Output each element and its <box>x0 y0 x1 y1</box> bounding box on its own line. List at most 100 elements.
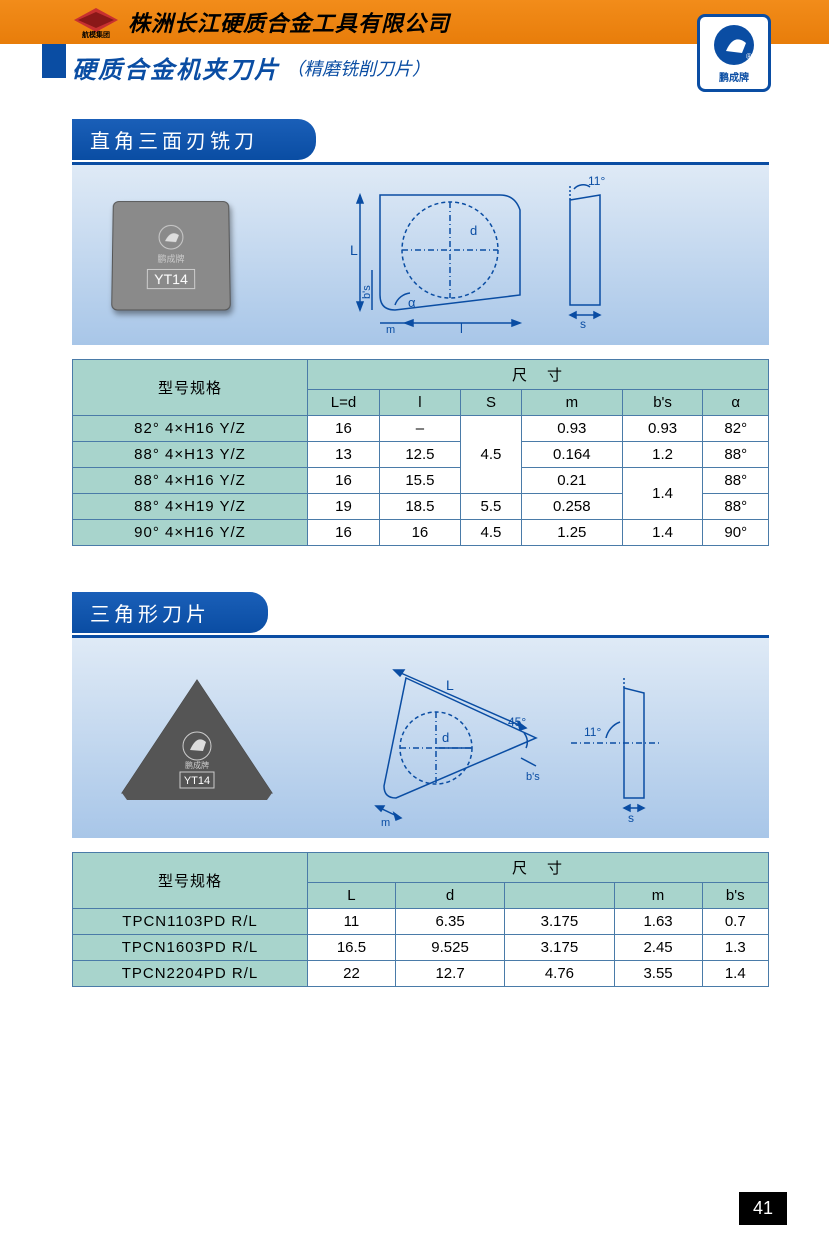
td: 15.5 <box>380 468 461 494</box>
insert-photo-triangle: 鹏成牌 YT14 <box>112 668 282 808</box>
svg-text:鹏成牌: 鹏成牌 <box>185 760 209 770</box>
figure-area-2: 鹏成牌 YT14 L <box>72 638 769 838</box>
th-c2: S <box>460 390 521 416</box>
th2-c1: d <box>395 883 504 909</box>
td-model: TPCN1603PD R/L <box>73 935 308 961</box>
td: 82° <box>703 416 769 442</box>
dim-s: s <box>580 317 586 331</box>
td: 1.4 <box>622 468 703 520</box>
td: 16 <box>308 468 380 494</box>
td: 12.7 <box>395 961 504 987</box>
th-c5: α <box>703 390 769 416</box>
insert-label-1: YT14 <box>147 268 195 288</box>
td: 16 <box>380 520 461 546</box>
td: 1.25 <box>522 520 623 546</box>
td: 12.5 <box>380 442 461 468</box>
td: – <box>380 416 461 442</box>
dim-alpha: α <box>408 295 416 310</box>
th2-c2 <box>505 883 614 909</box>
table-row: TPCN2204PD R/L 22 12.7 4.76 3.55 1.4 <box>73 961 769 987</box>
dim-11-2: 11° <box>584 725 601 739</box>
table-row: 82° 4×H16 Y/Z 16 – 4.5 0.93 0.93 82° <box>73 416 769 442</box>
td: 4.5 <box>460 416 521 494</box>
dim-m: m <box>386 324 395 335</box>
dim-s2: s <box>628 811 634 825</box>
svg-text:航模集团: 航模集团 <box>82 30 110 38</box>
page-subtitle: （精磨铣削刀片） <box>286 55 430 81</box>
th-model2: 型号规格 <box>73 853 308 909</box>
td: 9.525 <box>395 935 504 961</box>
th-c1: l <box>380 390 461 416</box>
blue-accent-bar <box>42 44 66 78</box>
td: 5.5 <box>460 494 521 520</box>
td-model: 90° 4×H16 Y/Z <box>73 520 308 546</box>
td: 3.175 <box>505 909 614 935</box>
page-title: 硬质合金机夹刀片 <box>72 50 280 85</box>
td: 0.7 <box>702 909 769 935</box>
insert-photo-square: 鹏成牌 YT14 <box>111 201 231 310</box>
dim-45: 45° <box>508 715 526 729</box>
dim-d: d <box>470 223 477 238</box>
table-row: 型号规格 尺寸 <box>73 360 769 390</box>
th2-c3: m <box>614 883 702 909</box>
td: 4.76 <box>505 961 614 987</box>
dim-L2: L <box>446 677 454 693</box>
dim-bs: b's <box>361 285 373 299</box>
td: 0.21 <box>522 468 623 494</box>
th-dim2: 尺寸 <box>308 853 769 883</box>
figure-area-1: 鹏成牌 YT14 L b's <box>72 165 769 345</box>
td: 16.5 <box>308 935 396 961</box>
td: 0.93 <box>522 416 623 442</box>
td-model: 82° 4×H16 Y/Z <box>73 416 308 442</box>
td: 19 <box>308 494 380 520</box>
table-row: TPCN1603PD R/L 16.5 9.525 3.175 2.45 1.3 <box>73 935 769 961</box>
td: 88° <box>703 494 769 520</box>
section1-heading: 直角三面刃铣刀 <box>72 119 316 160</box>
td: 18.5 <box>380 494 461 520</box>
dim-11: 11° <box>588 175 605 188</box>
insert-brand-small: 鹏成牌 <box>157 252 184 265</box>
td: 1.63 <box>614 909 702 935</box>
table-row: 型号规格 尺寸 <box>73 853 769 883</box>
th-c0: L=d <box>308 390 380 416</box>
section2-heading: 三角形刀片 <box>72 592 268 633</box>
th2-c0: L <box>308 883 396 909</box>
spec-table-2: 型号规格 尺寸 L d m b's TPCN1103PD R/L 11 6.35… <box>72 852 769 987</box>
table-row: 90° 4×H16 Y/Z 16 16 4.5 1.25 1.4 90° <box>73 520 769 546</box>
td-model: TPCN2204PD R/L <box>73 961 308 987</box>
table-row: 88° 4×H13 Y/Z 13 12.5 0.164 1.2 88° <box>73 442 769 468</box>
th-model: 型号规格 <box>73 360 308 416</box>
table-row: 88° 4×H16 Y/Z 16 15.5 0.21 1.4 88° <box>73 468 769 494</box>
td: 1.2 <box>622 442 703 468</box>
dim-L: L <box>350 242 358 258</box>
td: 16 <box>308 416 380 442</box>
company-logo-icon: 航模集团 <box>72 6 120 38</box>
td: 4.5 <box>460 520 521 546</box>
page-number: 41 <box>739 1192 787 1225</box>
dim-m2: m <box>381 817 390 828</box>
td: 11 <box>308 909 396 935</box>
td: 90° <box>703 520 769 546</box>
td-model: 88° 4×H13 Y/Z <box>73 442 308 468</box>
dim-l: l <box>460 321 463 335</box>
td-model: 88° 4×H19 Y/Z <box>73 494 308 520</box>
table-row: TPCN1103PD R/L 11 6.35 3.175 1.63 0.7 <box>73 909 769 935</box>
td: 88° <box>703 468 769 494</box>
diagram-1: L b's α m l d <box>230 175 729 335</box>
th2-c4: b's <box>702 883 769 909</box>
th-c3: m <box>522 390 623 416</box>
spec-table-1: 型号规格 尺寸 L=d l S m b's α 82° 4×H16 Y/Z 16… <box>72 359 769 546</box>
td: 88° <box>703 442 769 468</box>
td: 2.45 <box>614 935 702 961</box>
th-dim: 尺寸 <box>308 360 769 390</box>
subtitle-row: 硬质合金机夹刀片 （精磨铣削刀片） <box>0 44 829 91</box>
td: 1.4 <box>702 961 769 987</box>
td-model: TPCN1103PD R/L <box>73 909 308 935</box>
td: 16 <box>308 520 380 546</box>
dim-d2: d <box>442 730 449 745</box>
td: 22 <box>308 961 396 987</box>
td: 6.35 <box>395 909 504 935</box>
td: 1.3 <box>702 935 769 961</box>
td: 13 <box>308 442 380 468</box>
diagram-2: L d 45° b's m <box>282 648 729 828</box>
